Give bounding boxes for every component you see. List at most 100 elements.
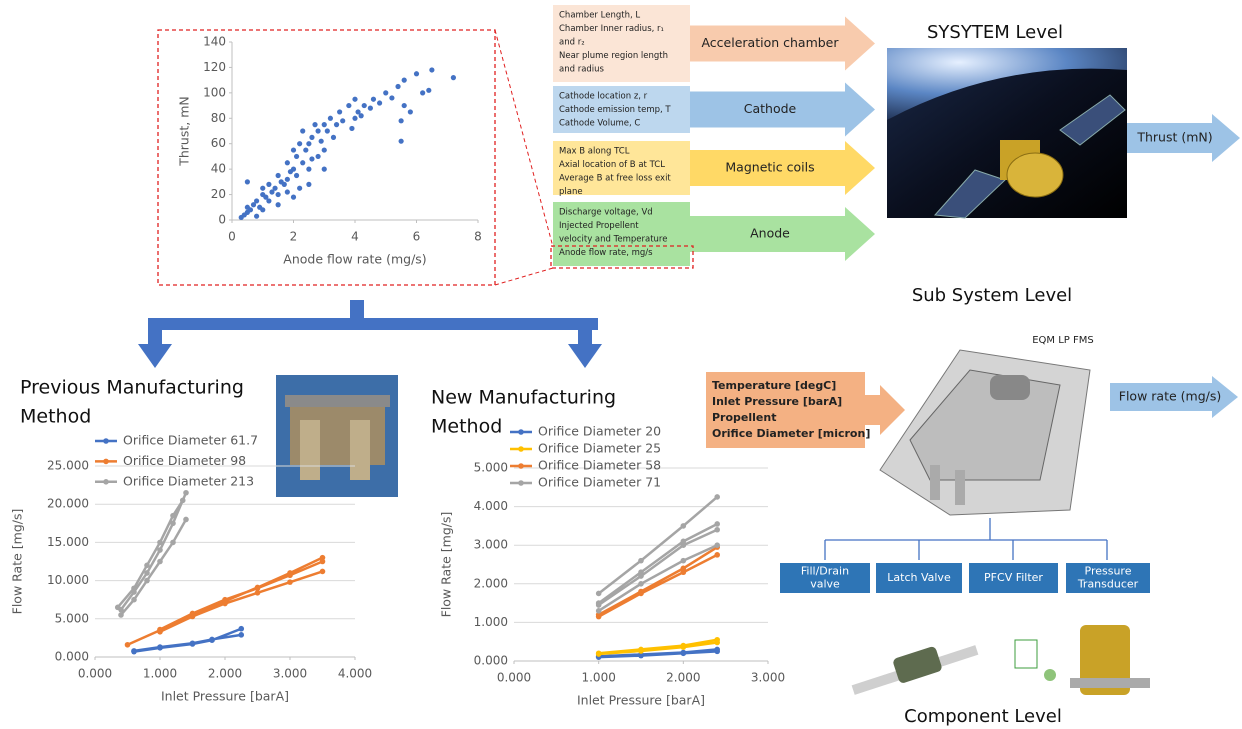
marker <box>714 552 720 558</box>
chart-title: Method <box>20 406 91 428</box>
chart-title: Previous Manufacturing <box>20 377 244 399</box>
input-arrow <box>690 82 875 137</box>
point <box>315 153 321 160</box>
highlight-box <box>550 245 694 269</box>
point <box>250 202 257 208</box>
series-line <box>598 546 718 618</box>
legend-marker <box>518 463 524 469</box>
marker <box>124 641 131 648</box>
marker <box>183 489 189 496</box>
point <box>349 125 355 132</box>
y-tick-label: 5.000 <box>474 461 508 475</box>
legend-label: Orifice Diameter 25 <box>538 441 661 456</box>
marker <box>680 538 687 545</box>
y-tick-label: 60 <box>211 136 226 150</box>
point <box>293 153 300 160</box>
fms-input: Temperature [degC] <box>712 379 836 392</box>
point <box>398 138 404 144</box>
input-param: Near plume region length <box>559 51 668 61</box>
point <box>281 181 287 187</box>
fms-render <box>879 349 1091 516</box>
x-tick-label: 4.000 <box>338 667 372 681</box>
y-tick-label: 120 <box>203 60 226 74</box>
marker <box>189 610 196 617</box>
marker <box>680 569 687 576</box>
x-tick-label: 6 <box>413 230 421 244</box>
point <box>367 105 373 111</box>
y-tick-label: 15.000 <box>47 535 89 549</box>
legend-label: Orifice Diameter 213 <box>123 473 254 488</box>
point <box>377 100 383 106</box>
thrust-output: Thrust (mN) <box>1136 130 1212 145</box>
marker <box>714 521 720 527</box>
point <box>407 109 413 115</box>
point <box>389 95 395 101</box>
marker <box>714 646 720 653</box>
marker <box>170 539 176 546</box>
marker <box>638 569 644 576</box>
component-images <box>851 625 1150 695</box>
point <box>269 189 275 195</box>
y-tick-label: 40 <box>211 162 226 176</box>
input-box <box>553 202 690 266</box>
series-line <box>598 638 718 656</box>
input-param: Cathode location z, r <box>559 92 648 102</box>
legend-marker <box>518 480 524 486</box>
legend-label: Orifice Diameter 61.7 <box>123 433 258 448</box>
input-label: Anode <box>750 226 790 241</box>
x-tick-label: 4 <box>351 230 359 244</box>
marker <box>157 645 163 651</box>
x-axis-title: Inlet Pressure [barA] <box>577 693 705 708</box>
y-tick-label: 20.000 <box>47 497 89 511</box>
point <box>254 198 260 204</box>
subsystem-level: Sub System Level <box>912 285 1072 306</box>
x-axis-title: Inlet Pressure [barA] <box>161 689 289 704</box>
marker <box>254 590 261 596</box>
point <box>337 109 343 115</box>
legend-label: Orifice Diameter 58 <box>538 458 661 473</box>
y-tick-label: 5.000 <box>55 611 89 625</box>
marker <box>144 562 150 569</box>
input-param: Anode flow rate, mg/s <box>559 248 653 258</box>
marker <box>595 611 602 618</box>
component-label: Latch Valve <box>887 571 951 584</box>
point <box>275 202 281 208</box>
legend-marker <box>518 446 524 452</box>
point <box>321 147 327 153</box>
marker <box>319 558 326 565</box>
component-label: Transducer <box>1077 578 1139 591</box>
x-tick-label: 2 <box>290 230 298 244</box>
chart-title: Method <box>431 416 502 438</box>
point <box>303 147 309 153</box>
connector <box>494 29 554 248</box>
marker <box>595 602 602 608</box>
y-tick-label: 10.000 <box>47 573 89 587</box>
marker <box>131 596 137 603</box>
point <box>420 90 426 96</box>
y-tick-label: 0.000 <box>474 654 508 668</box>
legend-label: Orifice Diameter 71 <box>538 475 661 490</box>
x-tick-label: 1.000 <box>143 667 177 681</box>
point <box>333 122 340 128</box>
y-tick-label: 3.000 <box>474 538 508 552</box>
marker <box>714 542 720 548</box>
y-tick-label: 0 <box>218 213 226 227</box>
point <box>361 102 367 109</box>
y-tick-label: 140 <box>203 35 226 49</box>
point <box>401 102 407 109</box>
series-line <box>598 648 718 659</box>
point <box>352 96 358 102</box>
point <box>290 166 297 172</box>
zoom-box <box>157 29 496 286</box>
component-label: PFCV Filter <box>984 571 1043 584</box>
marker <box>144 577 150 584</box>
marker <box>179 497 186 504</box>
point <box>398 118 404 124</box>
point <box>429 67 435 73</box>
x-tick-label: 3.000 <box>751 671 785 685</box>
point <box>321 166 327 172</box>
thrust-arrow <box>1127 114 1240 162</box>
marker <box>157 539 163 546</box>
marker <box>170 520 176 527</box>
